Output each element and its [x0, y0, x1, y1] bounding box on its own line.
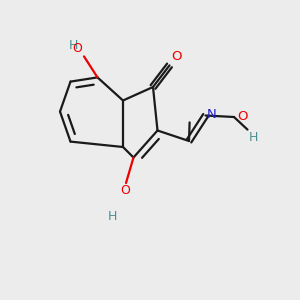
Text: O: O: [171, 50, 181, 63]
Text: O: O: [121, 184, 130, 197]
Text: H: H: [249, 131, 258, 144]
Text: H: H: [69, 39, 78, 52]
Text: N: N: [207, 107, 217, 121]
Text: O: O: [73, 42, 82, 55]
Text: O: O: [237, 110, 247, 123]
Text: H: H: [108, 210, 117, 223]
